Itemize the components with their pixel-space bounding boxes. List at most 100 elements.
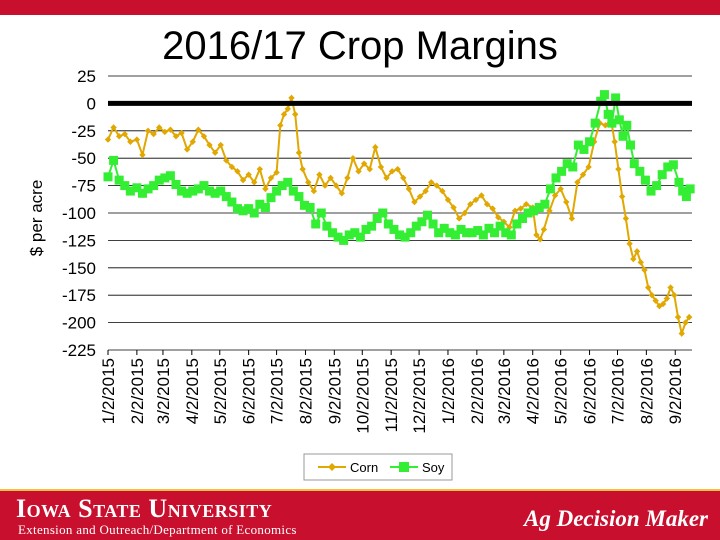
soy-data-point (238, 206, 248, 216)
soy-data-point (585, 137, 595, 147)
soy-data-point (143, 184, 153, 194)
soy-data-point (562, 159, 572, 169)
corn-series-line (107, 94, 691, 338)
corn-data-point (622, 215, 630, 222)
soy-data-point (339, 235, 349, 245)
corn-data-point (200, 133, 208, 140)
corn-data-point (355, 168, 362, 175)
x-tick-label: 4/2/2016 (524, 358, 543, 424)
corn-data-point (641, 266, 648, 274)
soy-data-point (266, 193, 276, 203)
corn-data-point (127, 138, 134, 145)
corn-legend-marker (328, 463, 336, 471)
corn-data-point (450, 204, 457, 211)
soy-data-point (260, 203, 270, 213)
corn-data-point (256, 165, 264, 173)
soy-data-point (300, 200, 310, 210)
soy-data-point (372, 213, 382, 223)
legend-box (303, 453, 453, 481)
soy-data-point (283, 177, 293, 187)
y-tick-label: -100 (62, 204, 96, 223)
corn-data-point (332, 182, 340, 189)
x-tick-label: 3/2/2016 (495, 358, 514, 424)
corn-data-point (316, 171, 323, 178)
x-tick-label: 5/2/2016 (552, 358, 571, 424)
y-tick-label: -25 (71, 122, 96, 141)
soy-data-point (277, 181, 287, 191)
soy-data-point (501, 228, 511, 238)
soy-data-point (288, 186, 298, 196)
corn-data-point (251, 179, 258, 186)
corn-data-point (110, 124, 117, 131)
corn-data-point (523, 201, 530, 208)
corn-data-point (310, 187, 318, 195)
soy-data-point (316, 208, 326, 218)
soy-data-point (456, 224, 466, 234)
corn-data-point (546, 207, 553, 215)
corn-data-point (183, 146, 191, 153)
corn-data-point (360, 160, 368, 167)
soy-data-point (626, 140, 636, 150)
soy-data-point (568, 162, 578, 172)
soy-data-point (681, 192, 691, 202)
corn-data-point (568, 215, 576, 222)
soy-data-point (171, 180, 181, 190)
corn-data-point (228, 163, 236, 171)
corn-data-point (150, 130, 157, 138)
y-tick-label: -50 (71, 149, 96, 168)
soy-data-point (305, 203, 315, 213)
soy-data-point (540, 199, 550, 209)
corn-data-point (602, 122, 609, 129)
soy-data-point (534, 203, 544, 213)
soy-data-point (517, 213, 527, 223)
corn-data-point (540, 226, 548, 233)
ag-decision-maker-logo: Ag Decision Maker (524, 506, 708, 531)
corn-data-point (663, 295, 671, 302)
soy-data-point (216, 186, 226, 196)
soy-data-point (199, 181, 209, 191)
corn-data-point (511, 207, 519, 215)
corn-data-point (156, 124, 163, 131)
soy-data-point (652, 181, 662, 191)
footer-banner: Iowa State University Extension and Outr… (0, 489, 720, 540)
corn-data-point (648, 292, 656, 299)
soy-data-point (193, 184, 203, 194)
soy-data-point (210, 188, 220, 198)
soy-data-point (495, 221, 505, 231)
soy-data-point (378, 208, 388, 218)
soy-data-point (327, 228, 337, 238)
top-accent-bar (0, 0, 720, 15)
corn-data-point (223, 157, 230, 164)
corn-data-point (536, 236, 544, 243)
soy-data-point (333, 232, 343, 242)
soy-data-point (462, 228, 472, 238)
soy-data-point (132, 183, 142, 193)
x-tick-label: 7/2/2016 (608, 358, 627, 424)
corn-data-point (630, 255, 637, 263)
corn-data-point (686, 313, 693, 321)
corn-data-point (172, 133, 180, 140)
soy-data-point (221, 192, 231, 202)
soy-data-point (344, 230, 354, 240)
y-tick-label: -175 (62, 286, 96, 305)
soy-data-point (137, 188, 147, 198)
legend: Corn Soy (303, 453, 453, 481)
corn-data-point (405, 185, 413, 193)
y-tick-label: -150 (62, 259, 96, 278)
soy-data-point (603, 109, 613, 119)
x-tick-label: 12/2/2015 (410, 358, 429, 434)
corn-data-point (611, 138, 618, 145)
y-axis-label: $ per acre (27, 180, 46, 257)
soy-data-point (529, 206, 539, 216)
corn-data-point (139, 151, 146, 159)
corn-data-point (299, 165, 306, 173)
corn-data-point (178, 129, 185, 137)
y-tick-label: -125 (62, 231, 96, 250)
x-tick-label: 8/2/2016 (637, 358, 656, 424)
soy-data-point (406, 228, 416, 238)
soy-data-point (478, 230, 488, 240)
corn-data-point (678, 330, 685, 337)
soy-data-point (445, 228, 455, 238)
soy-data-point (109, 155, 119, 165)
x-tick-label: 9/2/2016 (666, 358, 685, 424)
